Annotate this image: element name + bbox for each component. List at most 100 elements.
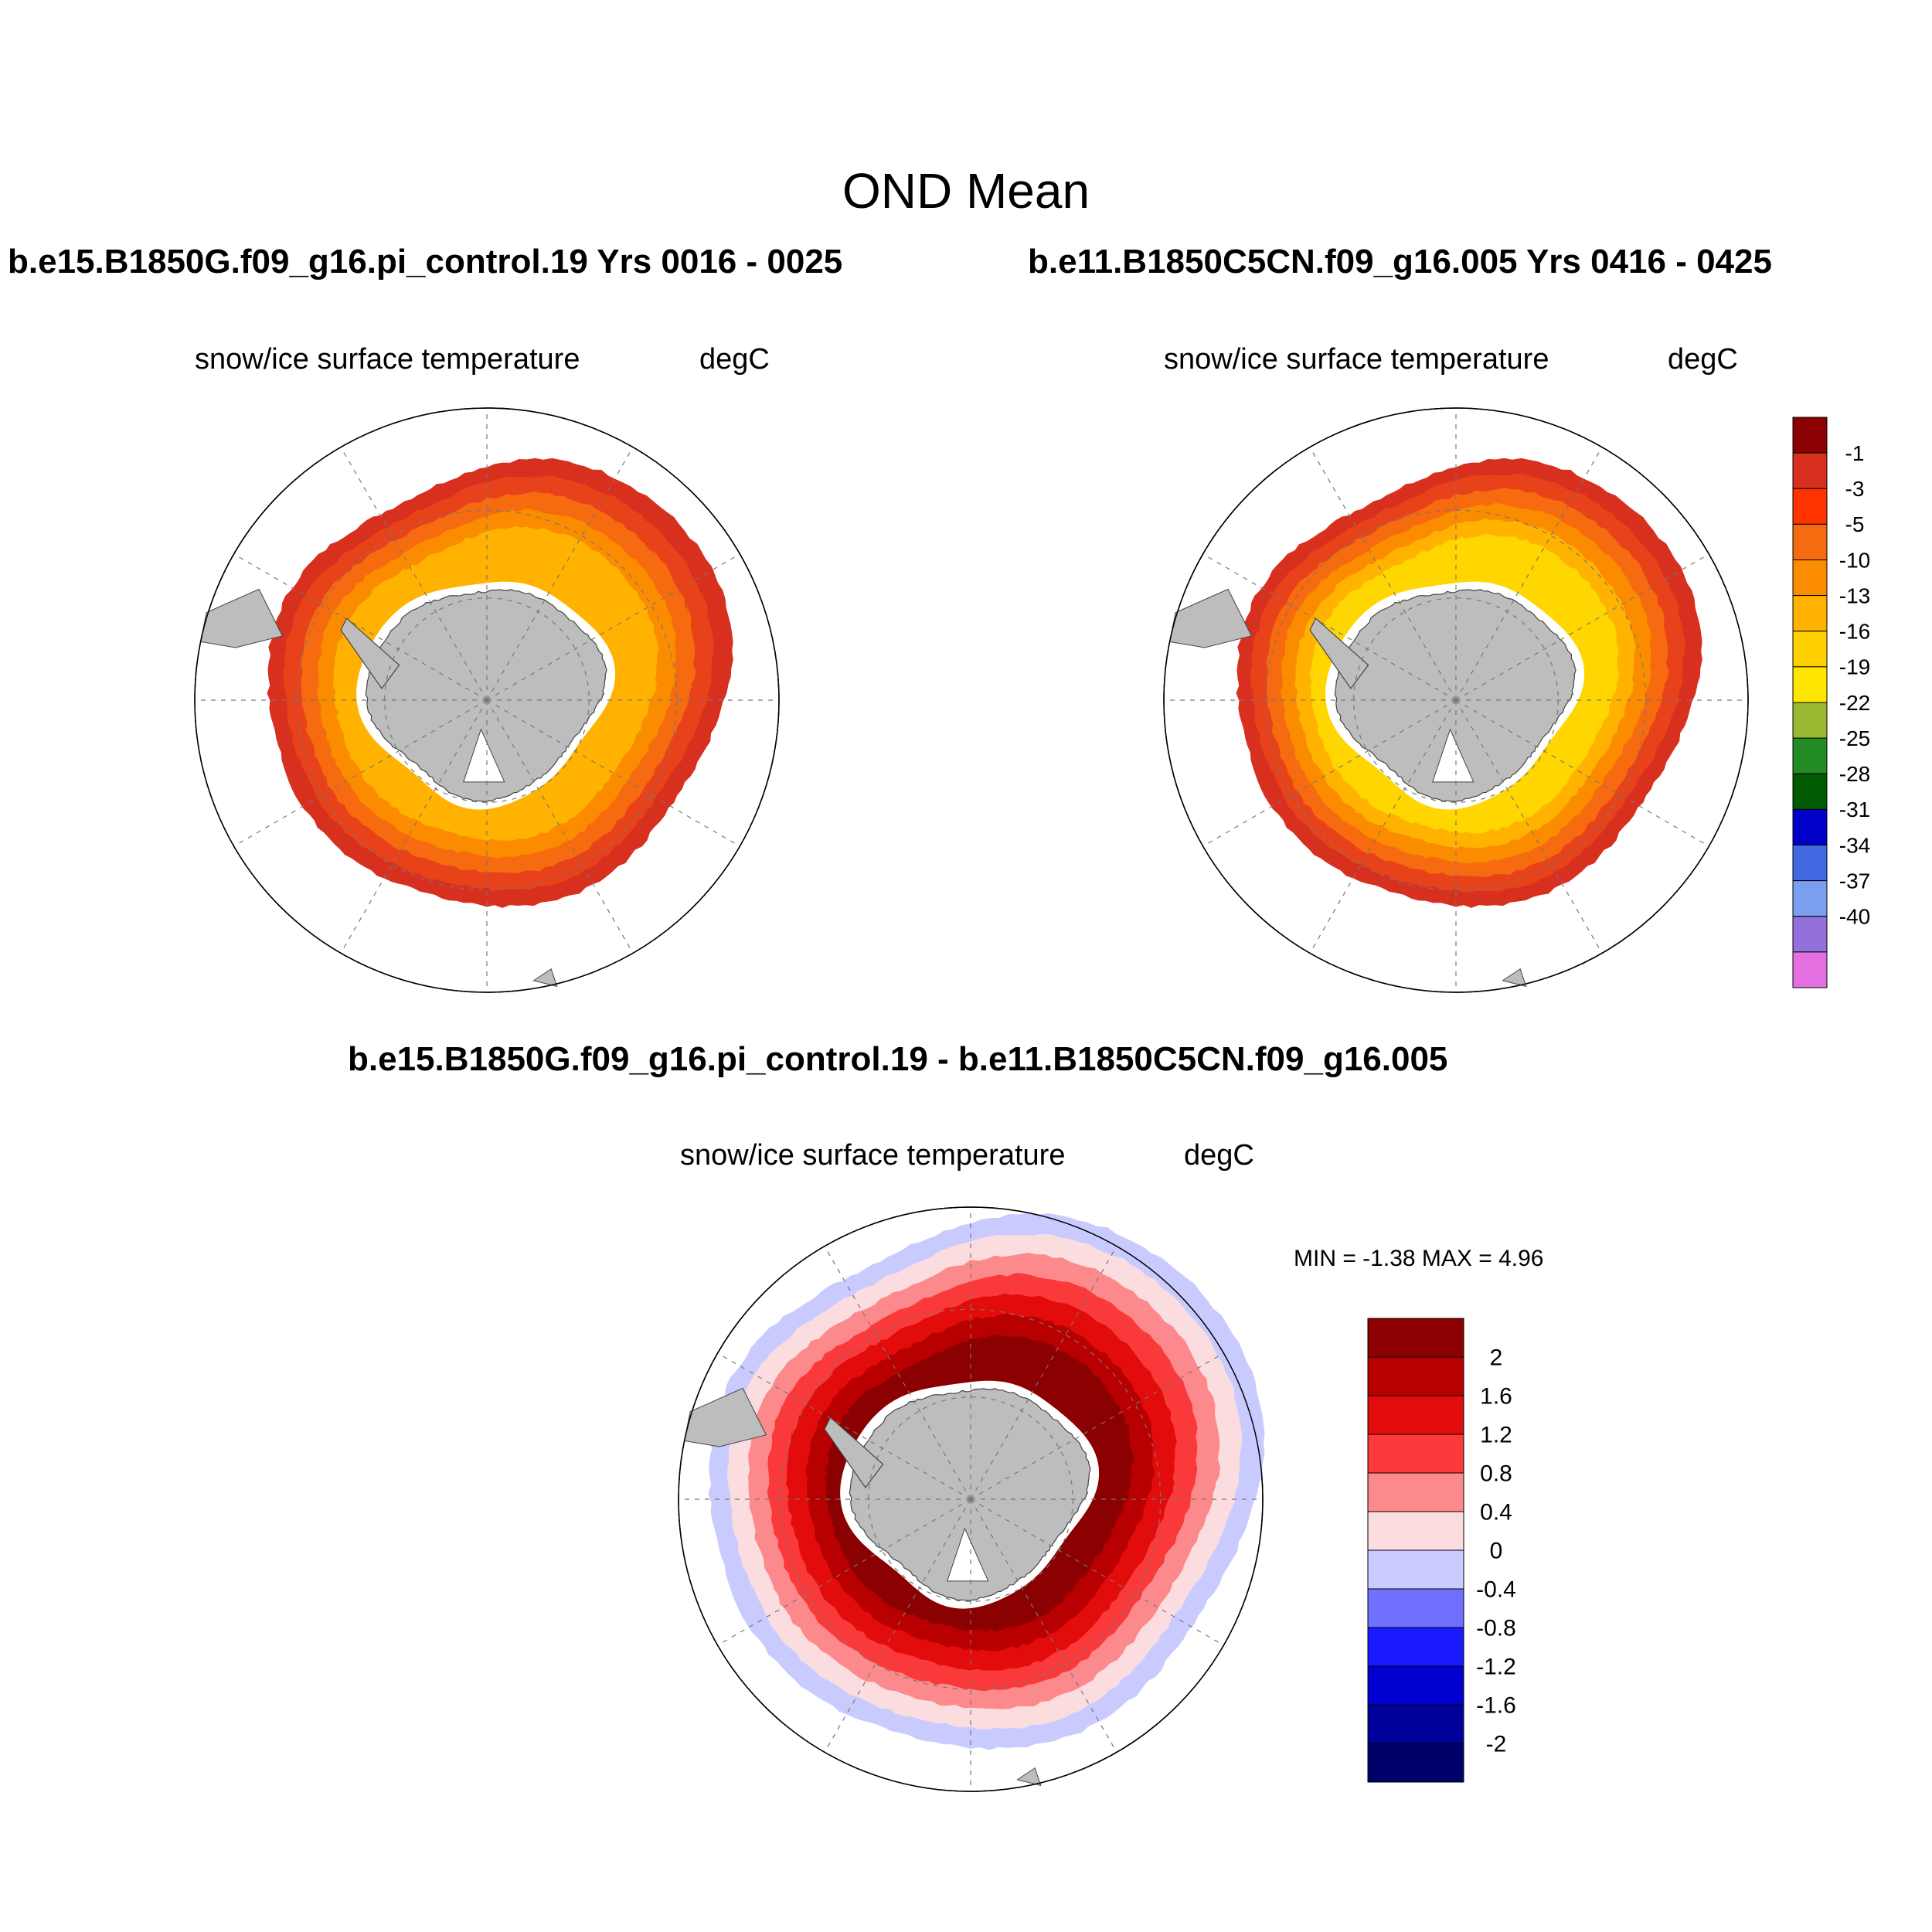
abs-colorbar-tick-label: -31 xyxy=(1839,798,1870,821)
abs-colorbar-swatch-16 xyxy=(1792,951,1828,988)
case2-meridian-line xyxy=(1309,447,1457,701)
abs-colorbar-swatch-10 xyxy=(1792,737,1828,774)
panel3-variable-label: snow/ice surface temperature xyxy=(680,1139,1066,1172)
diff-colorbar-swatch-10 xyxy=(1367,1665,1464,1706)
diff-meridian-line xyxy=(824,1498,971,1753)
diff-island-land xyxy=(1016,1767,1042,1787)
diff-colorbar-swatch-1 xyxy=(1367,1318,1464,1358)
diff-meridian-line xyxy=(717,1498,971,1646)
diff-latitude-circle xyxy=(780,1308,1162,1690)
case2-meridian-line xyxy=(1309,699,1457,954)
diff-colorbar-tick-label: -1.6 xyxy=(1476,1693,1516,1719)
case1-latitude-circle xyxy=(296,509,678,891)
panel3-units-label: degC xyxy=(1184,1139,1254,1172)
diff-colorbar-swatch-4 xyxy=(1367,1434,1464,1474)
abs-colorbar-tick-label: -1 xyxy=(1845,441,1865,465)
case2-peninsula-land xyxy=(1309,617,1369,689)
diff-colorbar-swatch-8 xyxy=(1367,1588,1464,1628)
case1-ross-ice-shelf xyxy=(463,728,505,783)
diff-meridian-line xyxy=(970,1352,1224,1500)
panel2-case-label: b.e11.B1850C5CN.f09_g16.005 Yrs 0416 - 0… xyxy=(1028,243,1772,281)
abs-colorbar-tick-label: -5 xyxy=(1845,512,1865,536)
map-panel-case1 xyxy=(194,407,780,993)
abs-colorbar-tick-label: -16 xyxy=(1839,620,1870,644)
diff-colorbar-tick-label: 2 xyxy=(1490,1345,1503,1371)
case1-meridian-line xyxy=(486,447,634,701)
diff-peninsula-land xyxy=(824,1417,884,1488)
case1-meridian-line xyxy=(486,699,740,847)
abs-colorbar-swatch-3 xyxy=(1792,488,1828,525)
case2-meridian-line xyxy=(1202,553,1457,701)
abs-colorbar-swatch-1 xyxy=(1792,417,1828,454)
abs-colorbar-swatch-12 xyxy=(1792,808,1828,845)
panel3-case-label: b.e15.B1850G.f09_g16.pi_control.19 - b.e… xyxy=(348,1040,1448,1078)
case1-meridian-line xyxy=(486,699,634,954)
case1-meridian-line xyxy=(340,447,488,701)
diff-colorbar-swatch-12 xyxy=(1367,1743,1464,1783)
diff-colorbar-swatch-2 xyxy=(1367,1356,1464,1396)
diff-latitude-circle xyxy=(868,1396,1073,1602)
panel2-variable-label: snow/ice surface temperature xyxy=(1164,343,1549,376)
diff-colorbar-tick-label: -2 xyxy=(1486,1732,1507,1757)
panel2-units-label: degC xyxy=(1668,343,1738,376)
abs-colorbar-tick-label: -34 xyxy=(1839,833,1870,857)
case2-map-border xyxy=(1163,407,1749,993)
abs-colorbar-swatch-2 xyxy=(1792,452,1828,489)
diff-colorbar-swatch-3 xyxy=(1367,1395,1464,1435)
abs-colorbar-tick-label: -3 xyxy=(1845,477,1865,501)
panel1-case-label: b.e15.B1850G.f09_g16.pi_control.19 Yrs 0… xyxy=(8,243,843,281)
case2-meridian-line xyxy=(1455,699,1603,954)
diff-meridian-line xyxy=(717,1352,971,1500)
case2-meridian-line xyxy=(1455,447,1603,701)
case1-meridian-line xyxy=(340,699,488,954)
case2-meridian-line xyxy=(1455,699,1709,847)
colorbar-difference: 2 1.6 1.2 0.8 0.4 0 -0.4 -0.8 -1.2 -1.6 -2 xyxy=(1367,1318,1516,1783)
case1-meridian-line xyxy=(233,699,488,847)
diff-meridian-line xyxy=(970,1246,1117,1500)
diff-colorbar-tick-label: -1.2 xyxy=(1476,1655,1516,1680)
diff-min-max-text: MIN = -1.38 MAX = 4.96 xyxy=(1294,1246,1544,1271)
abs-colorbar-tick-label: -37 xyxy=(1839,869,1870,893)
case2-antarctica-land xyxy=(1334,589,1577,802)
diff-meridian-line xyxy=(824,1246,971,1500)
abs-colorbar-tick-label: -19 xyxy=(1839,655,1870,679)
diff-map-border xyxy=(678,1206,1264,1792)
diff-meridian-line xyxy=(970,1498,1117,1753)
abs-colorbar-swatch-8 xyxy=(1792,666,1828,703)
abs-colorbar-swatch-13 xyxy=(1792,845,1828,882)
diff-colorbar-tick-label: 1.2 xyxy=(1480,1423,1512,1448)
case1-latitude-circle xyxy=(384,597,590,803)
abs-colorbar-swatch-11 xyxy=(1792,773,1828,810)
abs-colorbar-swatch-14 xyxy=(1792,880,1828,917)
diff-colorbar-tick-label: 0.4 xyxy=(1480,1500,1512,1526)
abs-colorbar-tick-label: -13 xyxy=(1839,583,1870,607)
abs-colorbar-swatch-6 xyxy=(1792,595,1828,632)
abs-colorbar-swatch-15 xyxy=(1792,916,1828,953)
diff-ross-ice-shelf xyxy=(947,1527,989,1582)
map-panel-case2 xyxy=(1163,407,1749,993)
diff-meridian-line xyxy=(970,1498,1224,1646)
diff-colorbar-tick-label: -0.8 xyxy=(1476,1616,1516,1641)
diff-colorbar-tick-label: 1.6 xyxy=(1480,1384,1512,1410)
diff-colorbar-tick-label: 0 xyxy=(1490,1539,1503,1564)
abs-colorbar-tick-label: -22 xyxy=(1839,691,1870,715)
case2-ross-ice-shelf xyxy=(1432,728,1475,783)
diff-colorbar-swatch-7 xyxy=(1367,1549,1464,1590)
diff-colorbar-tick-label: 0.8 xyxy=(1480,1461,1512,1487)
case1-antarctica-land xyxy=(365,589,607,802)
abs-colorbar-swatch-7 xyxy=(1792,631,1828,668)
figure-title: OND Mean xyxy=(842,163,1090,219)
panel1-units-label: degC xyxy=(699,343,770,376)
diff-colorbar-tick-label: -0.4 xyxy=(1476,1577,1516,1603)
abs-colorbar-tick-label: -40 xyxy=(1839,905,1870,929)
abs-colorbar-tick-label: -28 xyxy=(1839,762,1870,786)
diff-antarctica-land xyxy=(849,1388,1091,1601)
case1-island-land xyxy=(532,968,558,988)
case2-latitude-circle xyxy=(1265,509,1647,891)
map-panel-difference xyxy=(678,1206,1265,1792)
diff-colorbar-swatch-6 xyxy=(1367,1511,1464,1551)
diff-colorbar-swatch-9 xyxy=(1367,1627,1464,1667)
abs-colorbar-swatch-5 xyxy=(1792,560,1828,597)
abs-colorbar-tick-label: -10 xyxy=(1839,548,1870,572)
